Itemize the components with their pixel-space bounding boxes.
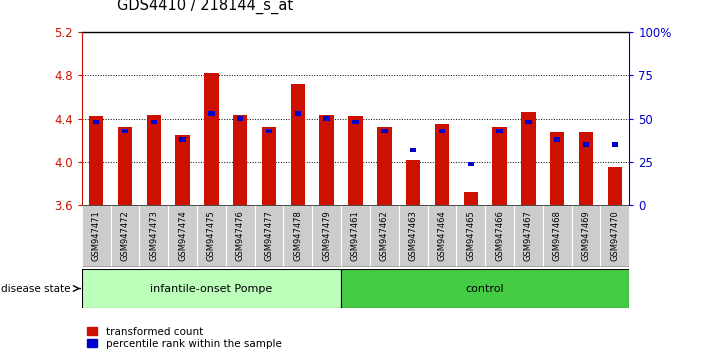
- Text: GSM947470: GSM947470: [610, 210, 619, 261]
- Bar: [341, 205, 370, 267]
- Bar: [381, 129, 387, 133]
- Text: GSM947471: GSM947471: [92, 210, 101, 261]
- Bar: [348, 116, 363, 205]
- Bar: [583, 142, 589, 147]
- Bar: [468, 161, 474, 166]
- Bar: [204, 73, 219, 205]
- Text: infantile-onset Pompe: infantile-onset Pompe: [150, 284, 272, 293]
- Bar: [122, 129, 128, 133]
- Bar: [118, 127, 132, 205]
- Text: GSM947478: GSM947478: [294, 210, 302, 261]
- Text: GSM947464: GSM947464: [437, 210, 447, 261]
- Text: GSM947476: GSM947476: [236, 210, 245, 261]
- Text: GSM947465: GSM947465: [466, 210, 475, 261]
- Text: GSM947477: GSM947477: [264, 210, 274, 261]
- Bar: [176, 135, 190, 205]
- Bar: [82, 205, 111, 267]
- Bar: [291, 84, 305, 205]
- Bar: [319, 115, 334, 205]
- Bar: [151, 120, 157, 124]
- Bar: [352, 120, 359, 124]
- Bar: [341, 269, 629, 308]
- Bar: [554, 137, 560, 142]
- Bar: [434, 124, 449, 205]
- Bar: [492, 127, 507, 205]
- Bar: [572, 205, 600, 267]
- Bar: [284, 205, 312, 267]
- Bar: [600, 205, 629, 267]
- Bar: [496, 129, 503, 133]
- Bar: [485, 205, 514, 267]
- Text: GSM947466: GSM947466: [495, 210, 504, 261]
- Bar: [550, 132, 565, 205]
- Text: GSM947472: GSM947472: [120, 210, 129, 261]
- Bar: [294, 111, 301, 115]
- Bar: [208, 111, 215, 115]
- Bar: [262, 127, 277, 205]
- Text: GSM947469: GSM947469: [582, 210, 591, 261]
- Bar: [464, 192, 478, 205]
- Bar: [410, 148, 417, 152]
- Bar: [456, 205, 485, 267]
- Bar: [514, 205, 542, 267]
- Bar: [266, 129, 272, 133]
- Text: GSM947467: GSM947467: [524, 210, 533, 261]
- Bar: [399, 205, 427, 267]
- Text: GSM947461: GSM947461: [351, 210, 360, 261]
- Bar: [82, 269, 341, 308]
- Bar: [139, 205, 169, 267]
- Text: GSM947479: GSM947479: [322, 210, 331, 261]
- Bar: [370, 205, 399, 267]
- Bar: [146, 115, 161, 205]
- Text: disease state: disease state: [1, 284, 71, 293]
- Bar: [525, 120, 532, 124]
- Text: GSM947468: GSM947468: [552, 210, 562, 261]
- Bar: [233, 115, 247, 205]
- Text: GSM947463: GSM947463: [409, 210, 417, 261]
- Text: GSM947473: GSM947473: [149, 210, 159, 261]
- Bar: [439, 129, 445, 133]
- Bar: [169, 205, 197, 267]
- Text: GSM947474: GSM947474: [178, 210, 187, 261]
- Bar: [608, 167, 622, 205]
- Bar: [255, 205, 284, 267]
- Bar: [521, 112, 535, 205]
- Text: GDS4410 / 218144_s_at: GDS4410 / 218144_s_at: [117, 0, 294, 14]
- Bar: [406, 160, 420, 205]
- Bar: [237, 116, 243, 121]
- Text: control: control: [466, 284, 505, 293]
- Legend: transformed count, percentile rank within the sample: transformed count, percentile rank withi…: [87, 327, 282, 349]
- Bar: [312, 205, 341, 267]
- Bar: [377, 127, 392, 205]
- Bar: [179, 137, 186, 142]
- Bar: [226, 205, 255, 267]
- Bar: [324, 116, 330, 121]
- Bar: [89, 116, 103, 205]
- Bar: [197, 205, 226, 267]
- Bar: [579, 132, 593, 205]
- Bar: [93, 120, 100, 124]
- Bar: [611, 142, 618, 147]
- Bar: [542, 205, 572, 267]
- Text: GSM947475: GSM947475: [207, 210, 216, 261]
- Bar: [427, 205, 456, 267]
- Bar: [111, 205, 139, 267]
- Text: GSM947462: GSM947462: [380, 210, 389, 261]
